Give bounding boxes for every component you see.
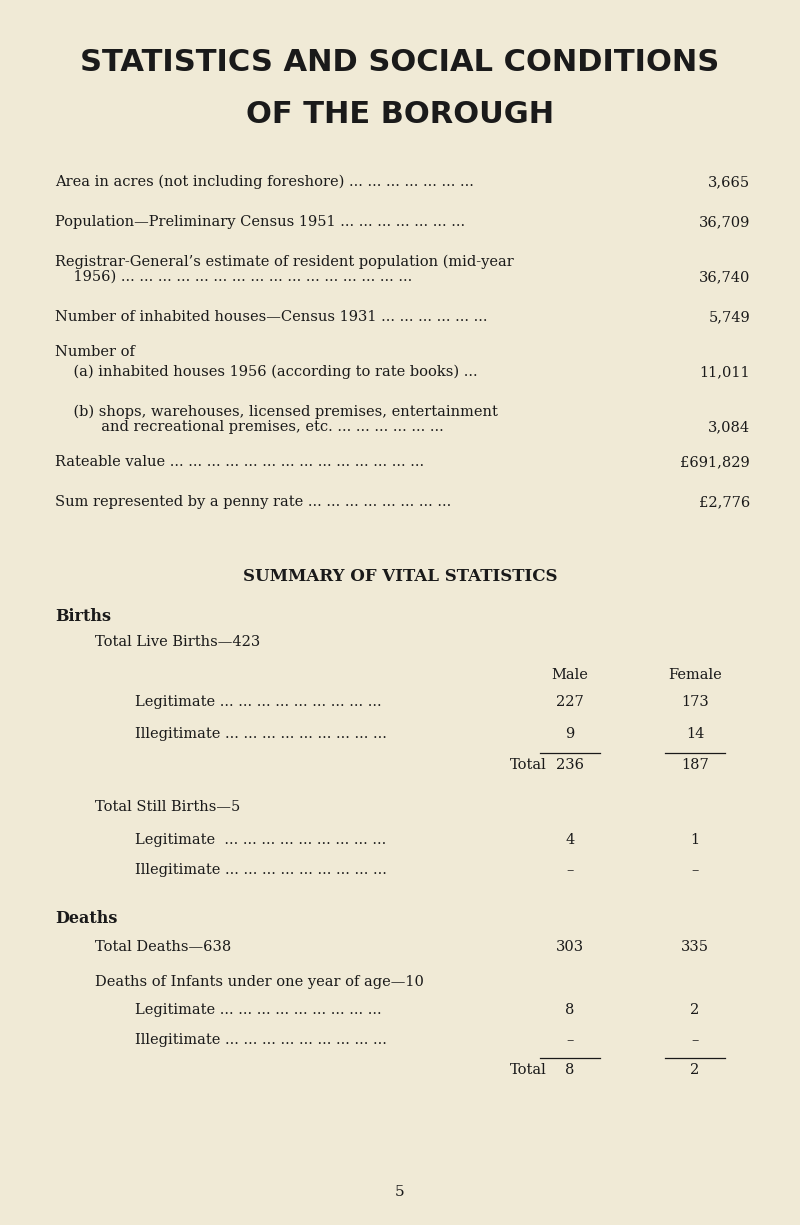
Text: Births: Births	[55, 608, 111, 625]
Text: Total: Total	[510, 1063, 546, 1077]
Text: £2,776: £2,776	[698, 495, 750, 510]
Text: 14: 14	[686, 726, 704, 741]
Text: Rateable value ... ... ... ... ... ... ... ... ... ... ... ... ... ...: Rateable value ... ... ... ... ... ... .…	[55, 454, 424, 469]
Text: Number of: Number of	[55, 345, 135, 359]
Text: Female: Female	[668, 668, 722, 682]
Text: Legitimate ... ... ... ... ... ... ... ... ...: Legitimate ... ... ... ... ... ... ... .…	[135, 695, 382, 709]
Text: –: –	[691, 1033, 698, 1047]
Text: Registrar-General’s estimate of resident population (mid-year: Registrar-General’s estimate of resident…	[55, 255, 514, 270]
Text: –: –	[691, 862, 698, 877]
Text: 3,084: 3,084	[708, 420, 750, 434]
Text: –: –	[566, 862, 574, 877]
Text: 36,709: 36,709	[698, 216, 750, 229]
Text: 3,665: 3,665	[708, 175, 750, 189]
Text: Total Live Births—423: Total Live Births—423	[95, 635, 260, 649]
Text: 11,011: 11,011	[699, 365, 750, 379]
Text: 8: 8	[566, 1003, 574, 1017]
Text: and recreational premises, etc. ... ... ... ... ... ...: and recreational premises, etc. ... ... …	[55, 420, 444, 434]
Text: Total Deaths—638: Total Deaths—638	[95, 940, 231, 954]
Text: 9: 9	[566, 726, 574, 741]
Text: 1: 1	[690, 833, 699, 846]
Text: 5: 5	[395, 1185, 405, 1199]
Text: £691,829: £691,829	[680, 454, 750, 469]
Text: 36,740: 36,740	[698, 270, 750, 284]
Text: Total Still Births—5: Total Still Births—5	[95, 800, 240, 813]
Text: Number of inhabited houses—Census 1931 ... ... ... ... ... ...: Number of inhabited houses—Census 1931 .…	[55, 310, 487, 323]
Text: OF THE BOROUGH: OF THE BOROUGH	[246, 100, 554, 129]
Text: 227: 227	[556, 695, 584, 709]
Text: 173: 173	[681, 695, 709, 709]
Text: Illegitimate ... ... ... ... ... ... ... ... ...: Illegitimate ... ... ... ... ... ... ...…	[135, 1033, 387, 1047]
Text: 4: 4	[566, 833, 574, 846]
Text: 2: 2	[690, 1003, 700, 1017]
Text: (a) inhabited houses 1956 (according to rate books) ...: (a) inhabited houses 1956 (according to …	[55, 365, 478, 380]
Text: STATISTICS AND SOCIAL CONDITIONS: STATISTICS AND SOCIAL CONDITIONS	[80, 48, 720, 77]
Text: Total: Total	[510, 758, 546, 772]
Text: Illegitimate ... ... ... ... ... ... ... ... ...: Illegitimate ... ... ... ... ... ... ...…	[135, 862, 387, 877]
Text: Sum represented by a penny rate ... ... ... ... ... ... ... ...: Sum represented by a penny rate ... ... …	[55, 495, 451, 510]
Text: Legitimate ... ... ... ... ... ... ... ... ...: Legitimate ... ... ... ... ... ... ... .…	[135, 1003, 382, 1017]
Text: –: –	[566, 1033, 574, 1047]
Text: 2: 2	[690, 1063, 700, 1077]
Text: Legitimate  ... ... ... ... ... ... ... ... ...: Legitimate ... ... ... ... ... ... ... .…	[135, 833, 386, 846]
Text: 5,749: 5,749	[708, 310, 750, 323]
Text: 303: 303	[556, 940, 584, 954]
Text: SUMMARY OF VITAL STATISTICS: SUMMARY OF VITAL STATISTICS	[242, 568, 558, 586]
Text: 187: 187	[681, 758, 709, 772]
Text: 335: 335	[681, 940, 709, 954]
Text: Deaths: Deaths	[55, 910, 118, 927]
Text: Population—Preliminary Census 1951 ... ... ... ... ... ... ...: Population—Preliminary Census 1951 ... .…	[55, 216, 465, 229]
Text: Area in acres (not including foreshore) ... ... ... ... ... ... ...: Area in acres (not including foreshore) …	[55, 175, 474, 190]
Text: 1956) ... ... ... ... ... ... ... ... ... ... ... ... ... ... ... ...: 1956) ... ... ... ... ... ... ... ... ..…	[55, 270, 412, 284]
Text: 8: 8	[566, 1063, 574, 1077]
Text: (b) shops, warehouses, licensed premises, entertainment: (b) shops, warehouses, licensed premises…	[55, 405, 498, 419]
Text: 236: 236	[556, 758, 584, 772]
Text: Illegitimate ... ... ... ... ... ... ... ... ...: Illegitimate ... ... ... ... ... ... ...…	[135, 726, 387, 741]
Text: Male: Male	[551, 668, 589, 682]
Text: Deaths of Infants under one year of age—10: Deaths of Infants under one year of age—…	[95, 975, 424, 989]
